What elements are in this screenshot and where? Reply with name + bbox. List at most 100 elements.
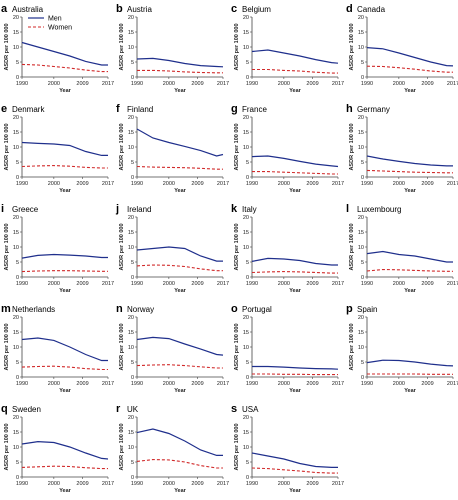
panel-title: Canada	[357, 5, 386, 14]
y-tick-label: 10	[243, 445, 249, 451]
y-axis-label: ASDR per 100 000	[349, 223, 355, 270]
x-tick-label: 2000	[278, 381, 290, 387]
x-axis-label: Year	[289, 388, 301, 394]
x-tick-label: 1990	[361, 281, 373, 287]
y-tick-label: 10	[358, 345, 364, 351]
y-tick-label: 10	[13, 45, 19, 51]
x-tick-label: 2017	[217, 281, 229, 287]
y-tick-label: 20	[128, 215, 134, 221]
y-tick-label: 15	[13, 30, 19, 36]
y-tick-label: 5	[16, 60, 19, 66]
y-tick-label: 5	[361, 360, 364, 366]
women-series-line	[366, 65, 453, 73]
y-tick-label: 10	[13, 445, 19, 451]
x-axis-label: Year	[174, 488, 186, 494]
x-tick-label: 1990	[131, 281, 143, 287]
men-series-line	[136, 428, 223, 456]
y-tick-label: 10	[128, 245, 134, 251]
x-tick-label: 1990	[16, 481, 28, 487]
x-tick-label: 1990	[16, 381, 28, 387]
y-tick-label: 5	[246, 360, 249, 366]
x-tick-label: 2000	[48, 281, 60, 287]
y-tick-label: 0	[361, 375, 364, 381]
x-tick-label: 2000	[48, 181, 60, 187]
y-tick-label: 0	[361, 75, 364, 81]
y-tick-label: 0	[16, 275, 19, 281]
y-tick-label: 15	[128, 330, 134, 336]
x-tick-label: 2000	[278, 281, 290, 287]
x-tick-label: 2000	[163, 281, 175, 287]
x-tick-label: 2000	[163, 81, 175, 87]
y-tick-label: 20	[358, 115, 364, 121]
y-tick-label: 15	[358, 230, 364, 236]
panel-title: Australia	[12, 5, 44, 14]
x-tick-label: 2000	[278, 181, 290, 187]
women-series-line	[252, 373, 338, 376]
x-tick-label: 2000	[393, 381, 405, 387]
panel-letter: c	[231, 3, 237, 15]
y-tick-label: 5	[361, 260, 364, 266]
x-tick-label: 1990	[246, 381, 258, 387]
women-series-line	[251, 467, 338, 474]
y-axis-label: ASDR per 100 000	[349, 123, 355, 170]
y-tick-label: 10	[128, 445, 134, 451]
x-axis-label: Year	[59, 188, 71, 194]
x-tick-label: 2000	[393, 81, 405, 87]
x-tick-label: 1990	[131, 81, 143, 87]
x-tick-label: 2017	[332, 181, 344, 187]
y-tick-label: 20	[243, 315, 249, 321]
y-tick-label: 20	[358, 15, 364, 21]
y-tick-label: 15	[243, 430, 249, 436]
y-tick-label: 10	[128, 345, 134, 351]
y-tick-label: 15	[128, 230, 134, 236]
x-tick-label: 2009	[421, 381, 433, 387]
panel-title: Portugal	[242, 305, 272, 314]
legend-women-label: Women	[48, 25, 72, 32]
panel-canada: d Canada 0 5 10 15 20 1990 2000 2009 2017 Year ASDR …	[346, 3, 458, 94]
men-series-line	[251, 452, 338, 468]
y-tick-label: 20	[358, 315, 364, 321]
panel-title: Spain	[357, 305, 377, 314]
x-tick-label: 2017	[332, 481, 344, 487]
panel-title: Sweden	[12, 405, 41, 414]
x-axis-label: Year	[174, 288, 186, 294]
x-tick-label: 2009	[191, 281, 203, 287]
panel-title: UK	[127, 405, 139, 414]
y-tick-label: 15	[128, 130, 134, 136]
y-tick-label: 0	[131, 175, 134, 181]
y-tick-label: 15	[243, 130, 249, 136]
panel-finland: f Finland 0 5 10 15 20 1990 2000 2009 2017 Year ASDR…	[116, 103, 229, 194]
panel-uk: r UK 0 5 10 15 20 1990 2000 2009 2017 Year ASDR per …	[116, 403, 229, 494]
y-tick-label: 20	[128, 415, 134, 421]
panel-sweden: q Sweden 0 5 10 15 20 1990 2000 2009 2017 Year ASDR …	[1, 403, 114, 494]
y-tick-label: 5	[16, 360, 19, 366]
x-tick-label: 2009	[421, 181, 433, 187]
y-tick-label: 20	[128, 115, 134, 121]
y-axis-label: ASDR per 100 000	[234, 23, 240, 70]
y-tick-label: 20	[243, 415, 249, 421]
women-series-line	[137, 69, 223, 74]
x-tick-label: 1990	[16, 181, 28, 187]
y-tick-label: 5	[246, 460, 249, 466]
x-tick-label: 2017	[447, 81, 458, 87]
x-tick-label: 2009	[76, 381, 88, 387]
x-axis-label: Year	[404, 288, 416, 294]
panel-letter: f	[116, 103, 120, 115]
y-tick-label: 0	[246, 275, 249, 281]
legend: Men Women	[28, 16, 72, 32]
x-axis-label: Year	[404, 88, 416, 94]
x-tick-label: 2000	[393, 181, 405, 187]
panel-title: USA	[242, 405, 259, 414]
men-series-line	[136, 246, 223, 262]
y-tick-label: 20	[358, 215, 364, 221]
y-tick-label: 20	[128, 15, 134, 21]
panel-title: Ireland	[127, 205, 151, 214]
y-tick-label: 15	[128, 30, 134, 36]
y-tick-label: 5	[16, 460, 19, 466]
panel-letter: l	[346, 203, 349, 215]
x-tick-label: 2009	[306, 181, 318, 187]
y-axis-label: ASDR per 100 000	[349, 23, 355, 70]
y-axis-label: ASDR per 100 000	[234, 223, 240, 270]
panel-letter: o	[231, 303, 238, 315]
